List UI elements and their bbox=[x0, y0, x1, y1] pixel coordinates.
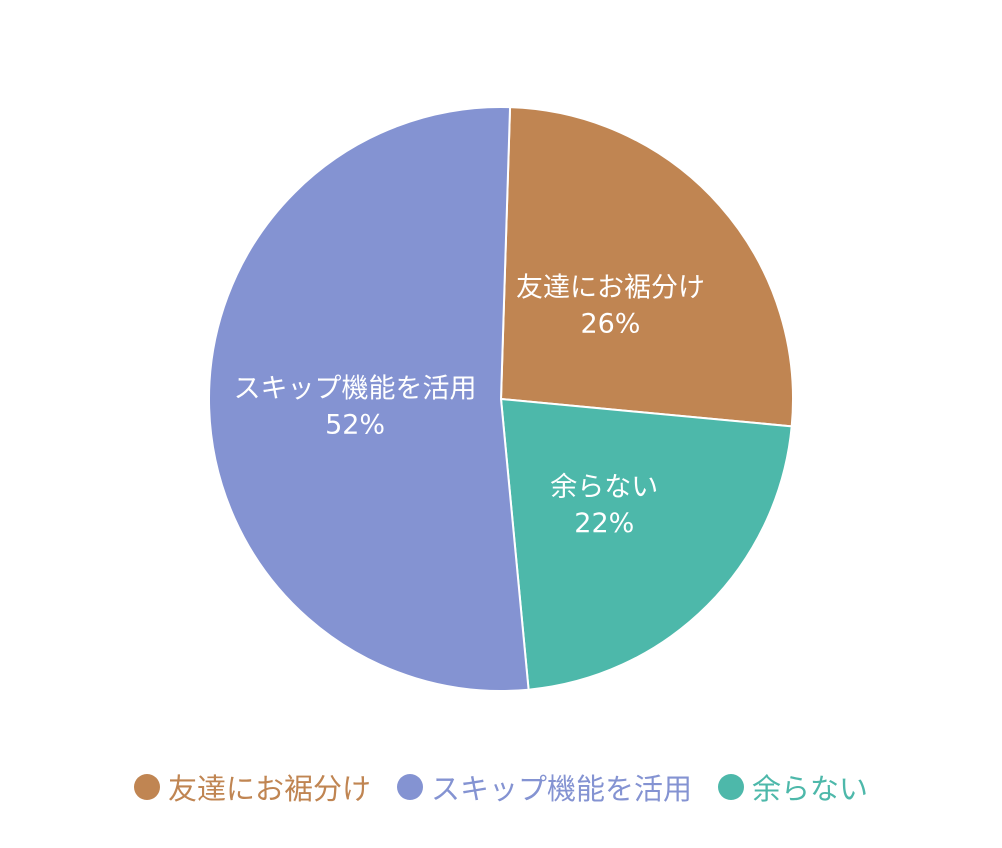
pie-slices bbox=[208, 106, 794, 692]
slice-label: 友達にお裾分け bbox=[516, 272, 705, 303]
slice-percent: 22% bbox=[574, 508, 634, 539]
slice-labels: 友達にお裾分け 26% 余らない 22% スキップ機能を活用 52% bbox=[234, 272, 705, 539]
legend-dot-icon bbox=[133, 774, 160, 800]
pie-chart: 友達にお裾分け 26% 余らない 22% スキップ機能を活用 52% bbox=[208, 106, 794, 692]
pie-slice[interactable] bbox=[499, 397, 793, 691]
legend-item[interactable]: 友達にお裾分け bbox=[133, 766, 371, 808]
legend-label: 友達にお裾分け bbox=[167, 772, 371, 806]
legend-label: スキップ機能を活用 bbox=[430, 772, 692, 806]
legend: 友達にお裾分け スキップ機能を活用 余らない bbox=[0, 766, 1002, 808]
pie-slice[interactable] bbox=[208, 106, 530, 692]
legend-item[interactable]: スキップ機能を活用 bbox=[396, 766, 692, 808]
legend-label: 余らない bbox=[752, 772, 869, 806]
slice-percent: 26% bbox=[580, 308, 640, 339]
legend-dot-icon bbox=[396, 774, 423, 800]
pie-slice[interactable] bbox=[499, 106, 794, 428]
slice-label: スキップ機能を活用 bbox=[234, 374, 477, 405]
slice-percent: 52% bbox=[325, 410, 385, 441]
legend-item[interactable]: 余らない bbox=[718, 766, 868, 808]
legend-dot-icon bbox=[718, 774, 744, 800]
slice-label: 余らない bbox=[550, 472, 658, 503]
